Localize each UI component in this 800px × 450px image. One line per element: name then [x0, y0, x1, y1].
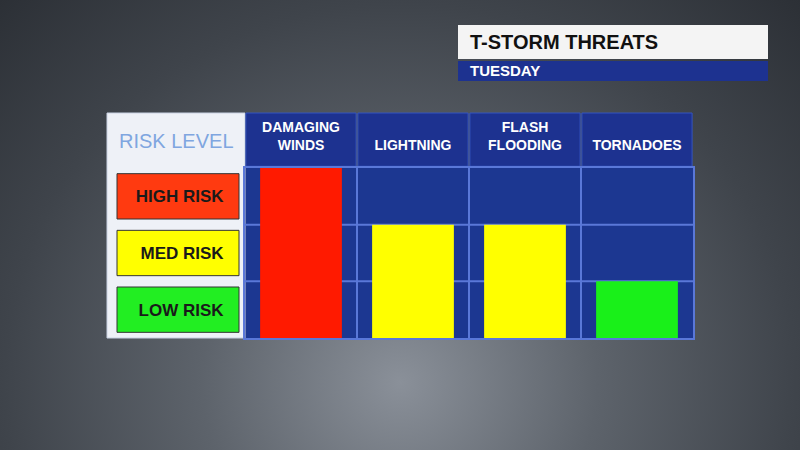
svg-text:TORNADOES: TORNADOES: [592, 137, 681, 153]
svg-text:FLASHFLOODING: FLASHFLOODING: [488, 119, 562, 153]
svg-text:LOW RISK: LOW RISK: [139, 301, 225, 320]
svg-text:DAMAGINGWINDS: DAMAGINGWINDS: [262, 119, 340, 153]
html-text:T-STORM THREATS: T-STORM THREATS: [470, 31, 659, 53]
svg-text:LIGHTNING: LIGHTNING: [375, 137, 452, 153]
svg-text:MED RISK: MED RISK: [140, 244, 224, 263]
svg-text:RISK LEVEL: RISK LEVEL: [119, 130, 234, 152]
html-text:TUESDAY: TUESDAY: [470, 62, 541, 79]
svg-text:HIGH RISK: HIGH RISK: [136, 187, 225, 206]
